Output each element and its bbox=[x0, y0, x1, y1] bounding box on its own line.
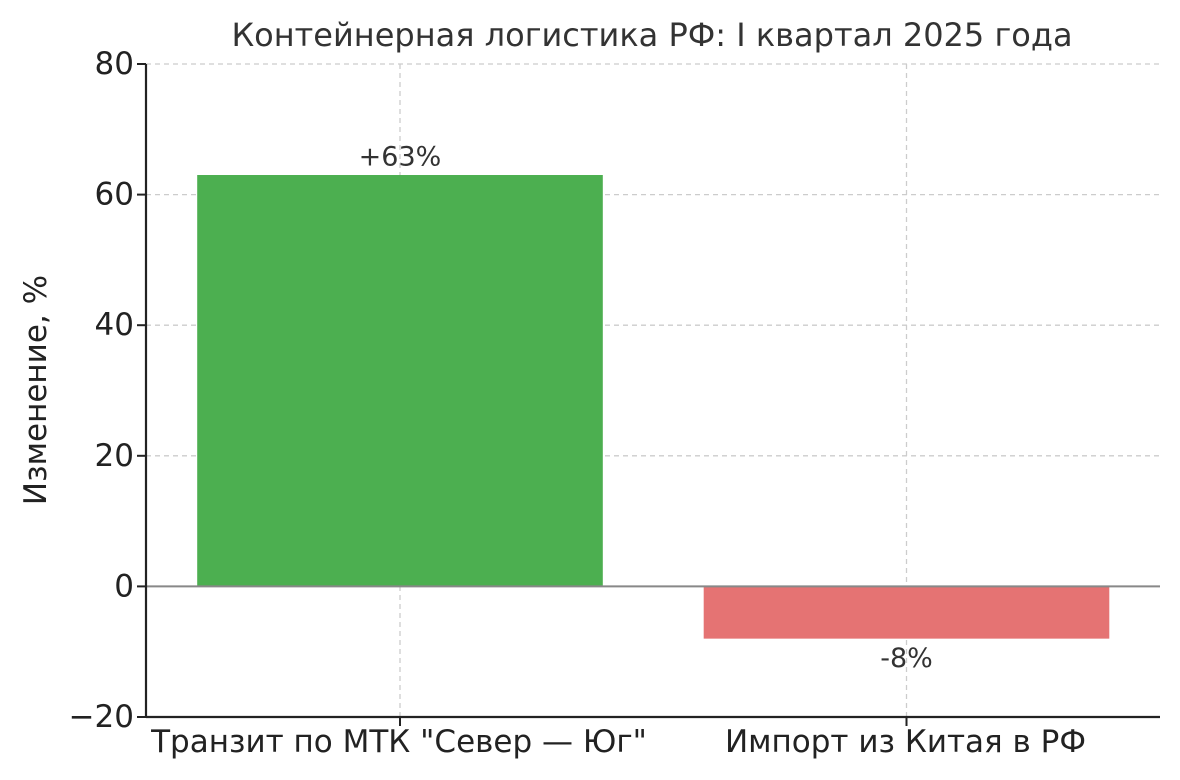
x-tick-label: Транзит по МТК "Север — Юг" bbox=[150, 724, 647, 760]
y-axis-title: Изменение, % bbox=[18, 275, 54, 505]
chart-title: Контейнерная логистика РФ: I квартал 202… bbox=[231, 16, 1072, 54]
bar bbox=[197, 175, 603, 587]
data-label: -8% bbox=[880, 643, 933, 674]
bar-layer bbox=[197, 175, 1110, 639]
data-label: +63% bbox=[359, 142, 442, 173]
y-tick-label: 40 bbox=[95, 307, 134, 343]
x-tick-label: Импорт из Китая в РФ bbox=[725, 724, 1086, 760]
axis-layer: −20 0 20 40 60 80 Транзит по МТК "Север — Юг" И… bbox=[69, 46, 1160, 760]
y-tick-label: 60 bbox=[95, 177, 134, 213]
y-tick-label: 20 bbox=[95, 438, 134, 474]
label-layer: +63% -8% bbox=[359, 142, 933, 675]
y-tick-label: 0 bbox=[114, 568, 134, 604]
bar bbox=[703, 586, 1110, 639]
y-tick-label: −20 bbox=[69, 699, 134, 735]
y-tick-label: 80 bbox=[95, 46, 134, 82]
